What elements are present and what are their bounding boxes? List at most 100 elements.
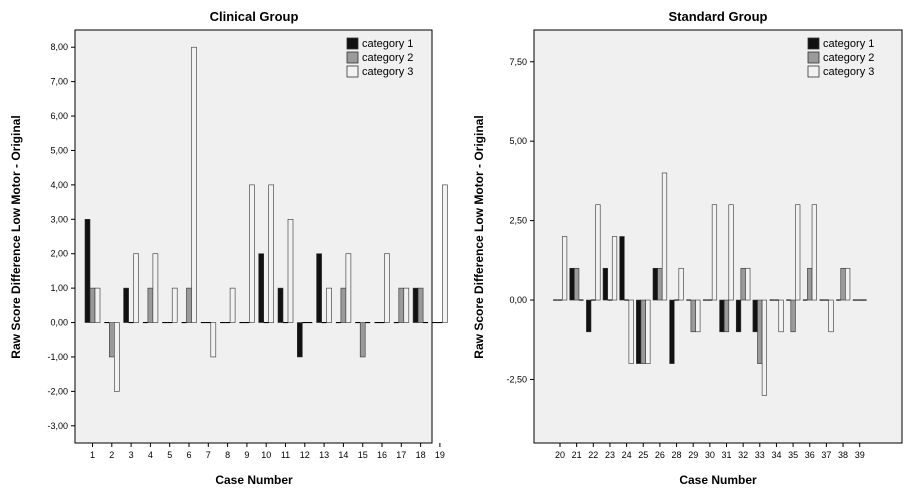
- x-tick-label: 3: [129, 450, 134, 460]
- x-tick-label: 2: [109, 450, 114, 460]
- bar-17-category-2: [399, 288, 404, 322]
- x-tick-label: 1: [90, 450, 95, 460]
- bar-35-category-3: [795, 205, 800, 300]
- bar-6-category-2: [187, 288, 192, 322]
- bar-34-category-3: [779, 300, 784, 332]
- x-tick-label: 34: [771, 450, 781, 460]
- x-tick-label: 33: [755, 450, 765, 460]
- standard-group-chart: Standard Group Raw Score Difference Low …: [472, 9, 902, 487]
- y-tick-label: 5,00: [509, 136, 527, 146]
- bar-32-category-3: [745, 268, 750, 300]
- bar-26-category-2: [658, 268, 663, 300]
- y-axis-label: Raw Score Difference Low Motor - Origina…: [472, 115, 486, 358]
- bar-4-category-3: [153, 254, 158, 323]
- y-tick-label: 6,00: [50, 111, 68, 121]
- bar-22-category-3: [596, 205, 601, 300]
- x-tick-label: 13: [319, 450, 329, 460]
- x-tick-label: 29: [688, 450, 698, 460]
- legend-label-2: category 2: [362, 52, 413, 64]
- bar-21-category-2: [574, 268, 579, 300]
- bar-5-category-3: [172, 288, 177, 322]
- x-tick-label: 36: [805, 450, 815, 460]
- x-tick-label: 10: [261, 450, 271, 460]
- x-tick-label: 39: [855, 450, 865, 460]
- x-tick-label: 38: [838, 450, 848, 460]
- plot-area: [534, 30, 902, 443]
- x-tick-label: 5: [167, 450, 172, 460]
- bar-28-category-3: [679, 268, 684, 300]
- bar-28-category-1: [670, 300, 675, 364]
- y-tick-label: -2,50: [506, 374, 527, 384]
- y-tick-label: -2,00: [47, 386, 68, 396]
- y-tick-label: 8,00: [50, 42, 68, 52]
- bar-26-category-3: [662, 173, 667, 300]
- x-tick-label: 9: [244, 450, 249, 460]
- legend-label-3: category 3: [362, 66, 413, 78]
- y-ticks: -3,00 -2,00 -1,00 0,00 1,00 2,00 3,00 4,00 5,00 6…: [47, 42, 75, 431]
- x-tick-label: 16: [377, 450, 387, 460]
- x-tick-label: 18: [416, 450, 426, 460]
- bar-30-category-3: [712, 205, 717, 300]
- x-tick-label: 11: [281, 450, 290, 460]
- bar-33-category-2: [758, 300, 763, 364]
- bar-1-category-3: [95, 288, 100, 322]
- x-ticks: 20 21 22 23 24 25 26 28 29 30 31 32 33 34 35 36 37 38 39: [555, 443, 865, 460]
- bar-29-category-3: [696, 300, 701, 332]
- bar-14-category-2: [341, 288, 346, 322]
- legend-swatch-2: [347, 52, 358, 63]
- bar-21-category-1: [570, 268, 575, 300]
- y-tick-label: 7,00: [50, 77, 68, 87]
- x-tick-label: 22: [588, 450, 598, 460]
- bar-35-category-2: [791, 300, 796, 332]
- x-tick-label: 26: [655, 450, 665, 460]
- y-tick-label: 5,00: [50, 145, 68, 155]
- x-tick-label: 6: [186, 450, 191, 460]
- bar-32-category-1: [736, 300, 741, 332]
- bar-15-category-2: [360, 323, 365, 357]
- bar-11-category-1: [278, 288, 283, 322]
- x-axis-label: Case Number: [679, 473, 757, 487]
- bar-19-category-3: [442, 185, 447, 323]
- bar-32-category-2: [741, 268, 746, 300]
- x-tick-label: 37: [821, 450, 831, 460]
- x-ticks: 1 2 3 4 5 6 7 8 9 10 11 12 13 14 15 16 17 18 19: [90, 443, 445, 460]
- bar-8-category-3: [230, 288, 235, 322]
- bar-2-category-2: [109, 323, 114, 357]
- legend-label-3: category 3: [823, 66, 874, 78]
- bar-25-category-3: [646, 300, 651, 364]
- bar-6-category-3: [192, 47, 197, 322]
- legend-swatch-3: [347, 66, 358, 77]
- bar-23-category-1: [603, 268, 608, 300]
- bar-36-category-2: [807, 268, 812, 300]
- x-tick-label: 4: [148, 450, 153, 460]
- bar-1-category-2: [90, 288, 95, 322]
- legend-label-2: category 2: [823, 52, 874, 64]
- bar-4-category-2: [148, 288, 153, 322]
- legend-swatch-1: [347, 38, 358, 49]
- chart-title: Clinical Group: [210, 9, 299, 24]
- chart-title: Standard Group: [669, 9, 768, 24]
- bar-36-category-3: [812, 205, 817, 300]
- y-tick-label: 7,50: [509, 57, 527, 67]
- bar-23-category-3: [612, 237, 617, 301]
- bar-24-category-3: [629, 300, 634, 364]
- x-tick-label: 31: [721, 450, 731, 460]
- x-tick-label: 19: [435, 450, 445, 460]
- y-tick-label: 1,00: [50, 283, 68, 293]
- y-tick-label: 0,00: [50, 318, 68, 328]
- x-tick-label: 17: [396, 450, 406, 460]
- bar-25-category-2: [641, 300, 646, 364]
- bar-37-category-3: [829, 300, 834, 332]
- legend-swatch-1: [808, 38, 819, 49]
- x-tick-label: 32: [738, 450, 748, 460]
- bar-2-category-3: [114, 323, 119, 392]
- bar-16-category-3: [385, 254, 390, 323]
- bar-18-category-2: [418, 288, 423, 322]
- x-tick-label: 25: [638, 450, 648, 460]
- x-tick-label: 15: [358, 450, 368, 460]
- legend-label-1: category 1: [362, 38, 413, 50]
- legend: category 1 category 2 category 3: [347, 38, 413, 78]
- y-tick-label: -3,00: [47, 421, 68, 431]
- legend-swatch-2: [808, 52, 819, 63]
